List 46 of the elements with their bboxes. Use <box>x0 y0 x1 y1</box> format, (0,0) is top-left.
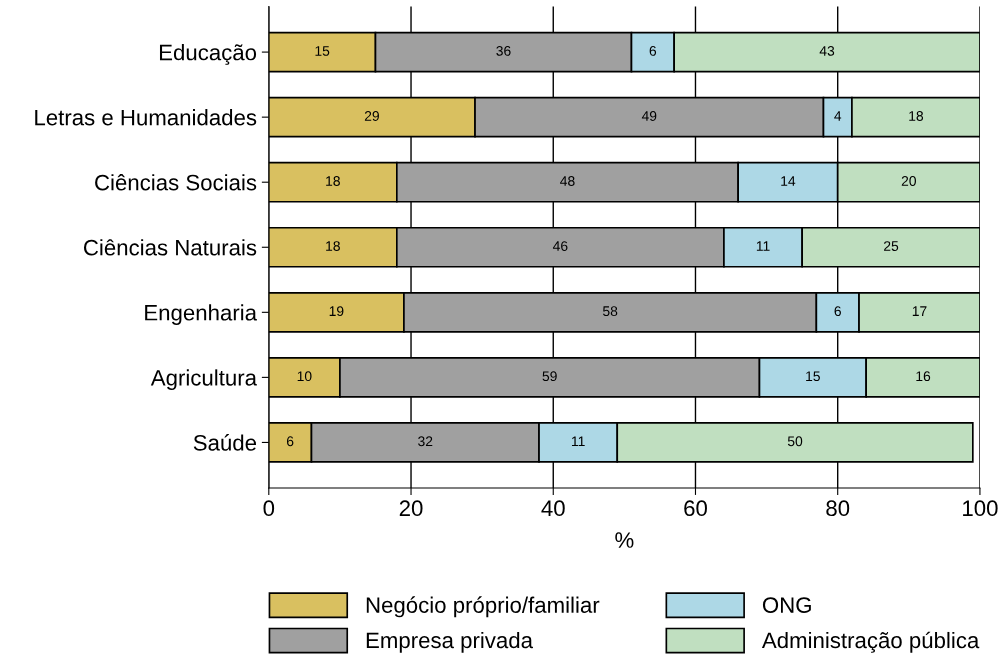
x-tick-label: 60 <box>684 500 707 517</box>
y-tick-label: Saúde <box>193 434 257 451</box>
legend-label: ONG <box>762 597 811 613</box>
data-label: 15 <box>806 371 820 382</box>
data-label: 18 <box>909 111 924 121</box>
data-label: 59 <box>542 371 557 382</box>
data-label: 58 <box>602 306 618 317</box>
y-tick-label: Engenharia <box>145 304 258 325</box>
data-label: 18 <box>326 241 340 251</box>
data-label: 43 <box>819 45 835 56</box>
data-label: 25 <box>884 241 899 251</box>
data-label: 15 <box>315 46 330 56</box>
x-axis-title: % <box>615 532 634 548</box>
data-label: 46 <box>552 241 568 251</box>
data-label: 18 <box>326 176 340 186</box>
data-label: 29 <box>364 111 379 121</box>
data-label: 4 <box>834 111 842 121</box>
data-label: 6 <box>834 306 841 317</box>
data-label: 16 <box>916 371 931 382</box>
data-label: 19 <box>329 306 344 317</box>
x-tick-label: 100 <box>963 500 998 517</box>
data-label: 50 <box>787 436 803 447</box>
y-tick-label: Educação <box>159 44 257 65</box>
data-label: 6 <box>286 436 294 447</box>
legend-label: Administração pública <box>761 631 980 653</box>
y-tick-label: Ciências Sociais <box>95 174 257 191</box>
data-label: 11 <box>571 436 585 447</box>
data-label: 48 <box>560 176 575 186</box>
x-tick-label: 0 <box>263 500 275 517</box>
data-label: 49 <box>641 111 657 121</box>
data-label: 11 <box>756 241 770 251</box>
data-label: 20 <box>901 176 916 186</box>
legend-label: Negócio próprio/familiar <box>366 596 600 618</box>
data-label: 36 <box>496 45 511 56</box>
x-tick-label: 20 <box>399 500 423 517</box>
y-tick-label: Letras e Humanidades <box>35 109 257 126</box>
x-tick-label: 40 <box>541 500 565 517</box>
legend-label: Empresa privada <box>366 631 533 653</box>
data-label: 32 <box>418 436 433 447</box>
data-label: 17 <box>912 306 927 316</box>
data-label: 6 <box>649 45 657 56</box>
x-tick-label: 80 <box>826 500 850 517</box>
data-label: 14 <box>781 176 796 186</box>
y-tick-label: Ciências Naturais <box>83 239 257 256</box>
y-tick-label: Agricultura <box>150 369 257 391</box>
data-label: 10 <box>297 371 312 382</box>
